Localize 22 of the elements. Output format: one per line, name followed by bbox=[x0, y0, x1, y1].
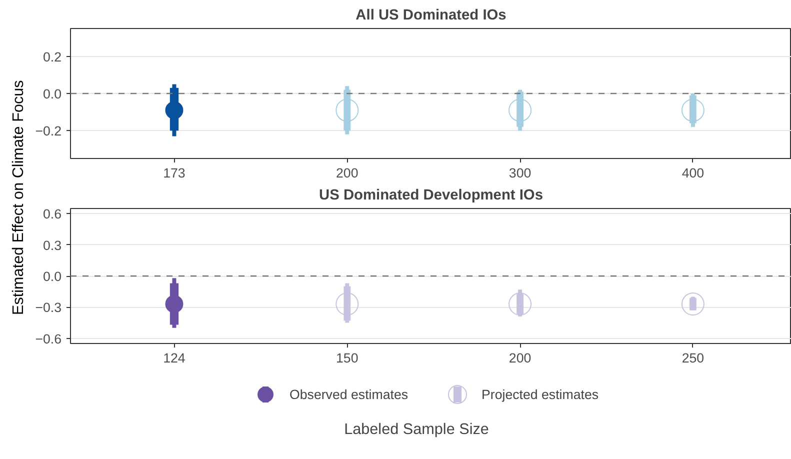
x-tick-label: 400 bbox=[682, 166, 704, 180]
y-tick-label: 0.3 bbox=[42, 238, 62, 253]
x-tick-label: 200 bbox=[508, 350, 532, 366]
legend-label: Observed estimates bbox=[290, 387, 408, 402]
legend-label: Projected estimates bbox=[482, 387, 599, 402]
y-tick-label: 0.0 bbox=[42, 86, 62, 102]
x-tick-label: 150 bbox=[336, 350, 358, 366]
y-tick-label: −0.2 bbox=[35, 124, 62, 139]
y-tick-label: −0.3 bbox=[35, 300, 62, 316]
x-tick-label: 250 bbox=[682, 350, 704, 366]
chart-title: US Dominated Development IOs bbox=[319, 188, 543, 204]
y-axis-title: Estimated Effect on Climate Focus bbox=[10, 80, 27, 316]
x-tick-label: 124 bbox=[163, 350, 186, 366]
x-axis-title: Labeled Sample Size bbox=[344, 421, 489, 438]
y-tick-label: 0.6 bbox=[42, 206, 62, 222]
x-tick-label: 200 bbox=[336, 166, 358, 180]
x-tick-label: 300 bbox=[508, 166, 532, 180]
y-tick-label: −0.6 bbox=[35, 331, 62, 346]
x-tick-label: 173 bbox=[163, 166, 186, 180]
y-tick-label: 0.0 bbox=[42, 269, 62, 284]
chart-title: All US Dominated IOs bbox=[356, 8, 506, 24]
y-tick-label: 0.2 bbox=[42, 49, 62, 64]
